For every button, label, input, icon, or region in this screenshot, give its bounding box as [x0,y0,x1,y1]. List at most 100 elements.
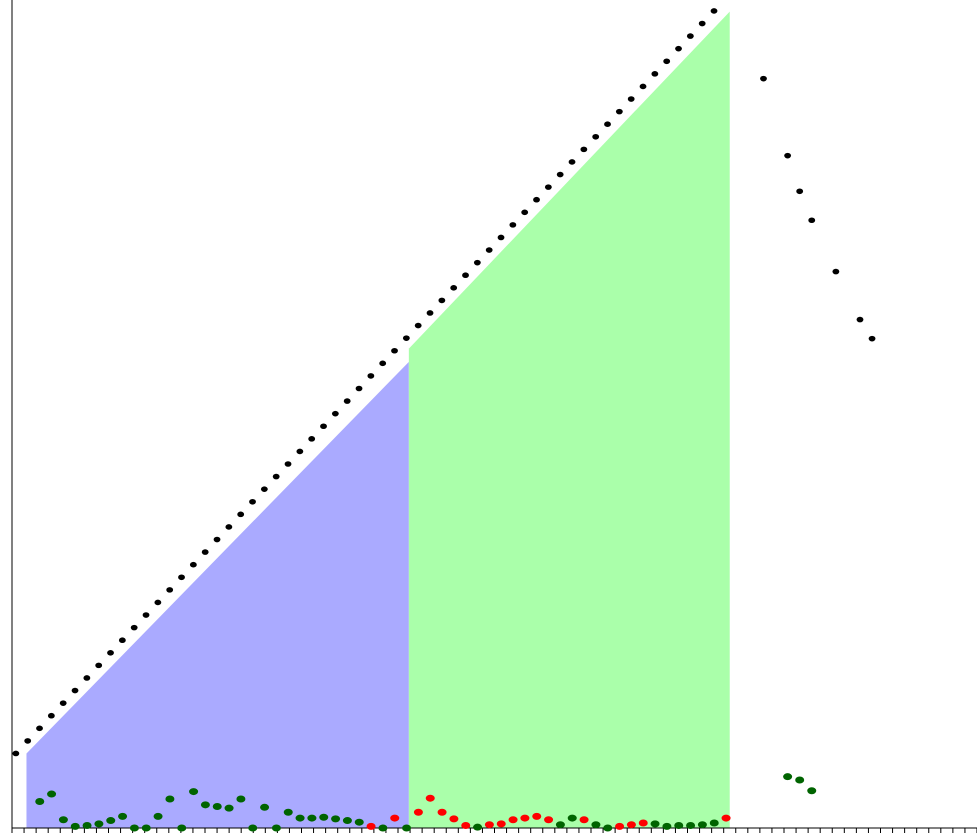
black-point [485,247,493,253]
red-point [366,822,376,830]
black-point [856,316,864,323]
black-point [473,259,481,266]
black-point [379,360,387,367]
green-point [70,822,80,830]
black-point [414,322,422,329]
black-point [130,624,138,631]
black-point [533,196,540,203]
green-point [473,823,483,831]
green-point [94,820,104,828]
green-point [402,824,412,832]
red-point [496,820,506,828]
black-point [343,398,351,404]
black-point [47,712,55,719]
green-point [319,813,329,821]
black-point [118,637,126,644]
green-point [342,817,352,825]
black-point [284,461,292,467]
black-point [521,209,529,216]
black-point [615,108,623,115]
black-point [784,152,792,159]
black-point [24,738,32,744]
green-point [141,824,151,832]
black-point [154,599,162,606]
lower-series [35,773,817,832]
black-point [107,649,114,656]
green-point [567,814,577,822]
black-point [556,171,564,178]
red-point [615,822,625,830]
black-point [509,222,517,228]
black-point [639,83,647,90]
black-point [686,33,694,39]
black-point [462,272,469,279]
black-point [237,511,245,518]
green-point [354,818,364,826]
green-point [200,801,210,809]
black-point [760,75,767,82]
black-point [12,750,20,757]
green-point [248,824,258,832]
red-point [579,816,589,824]
red-point [638,819,648,827]
green-point [650,820,660,828]
black-point [71,687,79,694]
green-point [129,824,139,832]
black-point [201,549,209,555]
green-point [82,822,92,830]
green-point [555,821,565,829]
green-point [378,824,388,832]
black-point [189,561,197,568]
black-point [249,498,256,505]
green-point [603,824,613,832]
black-point [355,385,363,392]
green-point [165,795,175,803]
green-point [271,824,281,832]
green-point [236,795,246,803]
black-point [331,410,339,417]
black-point [426,310,434,316]
green-point [153,812,163,820]
green-point [224,804,234,812]
green-point [260,803,270,811]
black-point [568,159,576,165]
shaded-region-2 [408,11,730,829]
black-point [604,121,611,127]
red-point [390,814,400,822]
black-point [627,96,635,102]
green-point [807,787,817,795]
green-point [47,790,57,798]
black-point [296,448,304,455]
black-point [832,268,840,275]
black-point [580,146,588,153]
red-point [532,812,542,820]
green-point [106,817,116,825]
red-point [484,821,494,829]
black-point [59,700,67,706]
black-point [710,8,718,14]
green-point [35,798,45,806]
red-point [626,821,636,829]
black-point [698,20,706,27]
black-point [95,662,103,669]
red-point [413,808,423,816]
green-point [307,814,317,822]
black-point [178,574,185,581]
green-point [58,816,68,824]
green-point [283,808,293,816]
green-point [662,822,672,830]
shaded-regions [26,11,730,829]
black-point [213,536,221,543]
black-point [544,184,552,190]
green-point [709,819,719,827]
black-point [391,347,398,354]
green-point [591,821,601,829]
black-point [592,133,600,140]
green-point [795,776,805,784]
black-point [320,423,327,430]
green-point [697,821,707,829]
black-point [497,234,505,241]
red-point [721,814,731,822]
